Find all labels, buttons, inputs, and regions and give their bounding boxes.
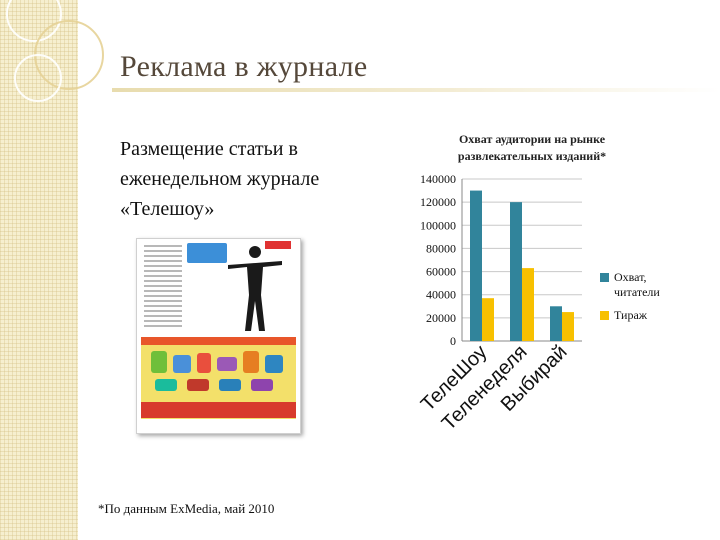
magazine-text-column [144,245,182,330]
bar-circulation [562,312,574,341]
legend-swatch [600,311,609,320]
y-tick-label: 40000 [426,288,456,302]
body-line: «Телешоу» [120,198,215,220]
slide-title: Реклама в журнале [120,50,368,83]
legend-label: Охват, читатели [614,270,660,299]
y-tick-label: 100000 [420,218,456,232]
body-line: еженедельном журнале [120,168,320,190]
body-line: Размещение статьи в [120,138,298,160]
bar-reach [510,202,522,341]
bar-circulation [482,298,494,341]
x-category-label: Выбирай [497,341,572,416]
chart-title-line: развлекательных изданий* [457,149,607,163]
legend-item-circulation: Тираж [600,308,692,323]
y-tick-label: 140000 [420,172,456,186]
magazine-orange-strip [141,337,296,345]
legend-label: Тираж [614,308,648,322]
y-tick-label: 20000 [426,311,456,325]
magazine-blue-block [187,243,227,263]
y-tick-label: 80000 [426,241,456,255]
bar-circulation [522,268,534,341]
magazine-red-bar [141,402,296,418]
swirl-ornament [14,54,62,102]
bar-reach [470,190,482,341]
bar-reach [550,306,562,341]
legend-swatch [600,273,609,282]
magazine-page-image [136,238,301,434]
slide-body: Размещение статьи в еженедельном журнале… [120,134,382,224]
y-tick-label: 120000 [420,195,456,209]
x-category-label: Теленеделя [438,341,532,435]
x-category-label: ТелеШоу [417,341,492,416]
y-tick-label: 60000 [426,265,456,279]
title-underline [112,88,720,92]
chart-title-line: Охват аудитории на рынке [458,132,606,146]
footnote: *По данным ExMedia, май 2010 [98,501,275,516]
magazine-red-tag [265,241,291,249]
chart-title: Охват аудитории на рынке развлекательных… [432,131,632,165]
legend-item-reach: Охват, читатели [600,270,692,300]
magazine-person-photo [228,246,282,331]
chart-legend: Охват, читатели Тираж [600,270,692,331]
y-tick-label: 0 [450,334,456,348]
decorative-border [0,0,104,540]
